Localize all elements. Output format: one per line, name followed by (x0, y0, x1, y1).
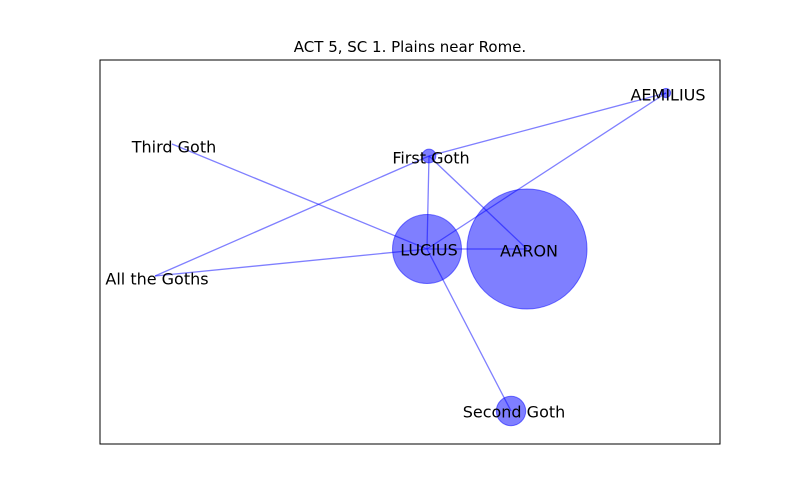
node-aaron (466, 188, 588, 310)
node-label-second-goth: Second Goth (463, 403, 566, 422)
edge-lucius-third-goth (171, 143, 428, 250)
node-label-aemilius: AEMILIUS (630, 86, 705, 105)
node-label-lucius: LUCIUS (400, 241, 458, 260)
edge-first-goth-aemilius (428, 92, 667, 157)
edge-lucius-all-the-goths (154, 248, 428, 277)
plot-title: ACT 5, SC 1. Plains near Rome. (294, 38, 526, 56)
node-label-aaron: AARON (500, 242, 558, 261)
node-label-all-the-goths: All the Goths (105, 270, 208, 289)
nodes-layer (392, 87, 672, 427)
node-label-third-goth: Third Goth (131, 138, 217, 157)
plot-frame (99, 59, 721, 445)
node-second-goth (495, 395, 527, 427)
edge-first-goth-all-the-goths (154, 155, 430, 277)
labels-layer: AARON LUCIUS Second Goth First Goth AEMILIUS… (105, 86, 705, 422)
node-first-goth (421, 148, 437, 164)
edges-layer (154, 92, 667, 412)
edge-lucius-aemilius (426, 92, 667, 250)
node-lucius (392, 214, 462, 284)
node-label-first-goth: First Goth (392, 149, 469, 168)
node-aemilius (660, 87, 672, 99)
